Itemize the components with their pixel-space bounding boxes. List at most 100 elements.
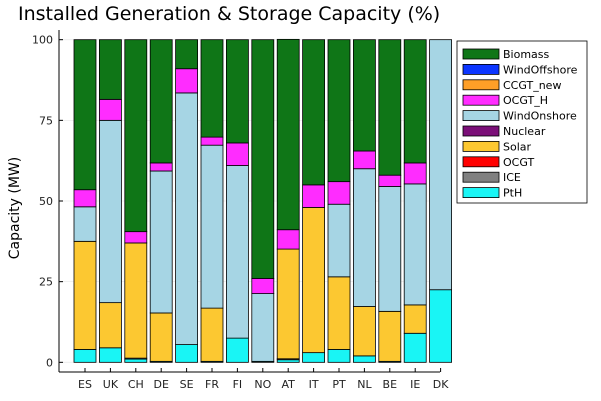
bar-segment-solar-at xyxy=(276,248,300,360)
bar-segment-ocgt-h-se xyxy=(175,68,199,94)
legend-label-ccgt-new: CCGT_new xyxy=(503,79,561,92)
bar-segment-solar-be xyxy=(378,310,402,362)
bar-segment-pth-uk xyxy=(99,347,122,363)
bar-segment-windonshore-dk xyxy=(429,39,453,291)
bar-segment-windonshore-uk xyxy=(99,119,122,304)
legend-swatch-nuclear xyxy=(462,125,500,137)
x-tick-label-se: SE xyxy=(180,378,194,391)
legend-swatch-biomass xyxy=(462,48,500,60)
bar-segment-pth-it xyxy=(302,352,326,363)
bar-segment-solar-ie xyxy=(403,304,427,334)
bar-segment-solar-de xyxy=(149,312,173,362)
bar-segment-ocgt-h-be xyxy=(378,174,402,187)
bar-segment-biomass-se xyxy=(175,39,199,70)
bar-segment-solar-uk xyxy=(99,302,122,349)
legend-swatch-windonshore xyxy=(462,110,500,121)
legend-label-solar: Solar xyxy=(503,140,532,153)
x-tick-label-de: DE xyxy=(153,378,168,391)
x-tick-label-at: AT xyxy=(282,378,296,391)
x-tick-label-uk: UK xyxy=(103,378,119,391)
bar-segment-ocgt-h-no xyxy=(251,278,275,294)
x-tick-label-no: NO xyxy=(254,378,271,391)
bar-segment-ocgt-h-at xyxy=(276,229,300,250)
bar-segment-pth-fi xyxy=(225,337,249,363)
y-tick-label: 25 xyxy=(39,276,53,289)
x-tick-label-pt: PT xyxy=(332,378,346,391)
x-tick-label-fi: FI xyxy=(233,378,243,391)
bar-segment-ocgt-h-it xyxy=(302,184,326,208)
bar-segment-biomass-at xyxy=(276,38,300,231)
bar-segment-ocgt-h-uk xyxy=(99,98,122,121)
y-tick-label: 0 xyxy=(46,356,53,369)
bar-segment-ocgt-h-de xyxy=(149,162,173,172)
bar-segment-biomass-ch xyxy=(124,39,148,233)
x-tick-label-ch: CH xyxy=(128,378,144,391)
bar-segment-biomass-ie xyxy=(403,39,427,164)
x-tick-label-fr: FR xyxy=(205,378,219,391)
legend: Biomass WindOffshore CCGT_new OCGT_H WindOns… xyxy=(456,40,588,204)
bar-segment-biomass-it xyxy=(302,39,326,186)
legend-label-nuclear: Nuclear xyxy=(503,125,546,138)
x-tick-label-ie: IE xyxy=(410,378,420,391)
bar-segment-ocgt-h-ie xyxy=(403,162,427,185)
legend-swatch-ocgt-h xyxy=(462,94,500,106)
legend-swatch-ccgt-new xyxy=(462,79,500,91)
y-tick-label: 50 xyxy=(39,195,53,208)
x-tick-label-es: ES xyxy=(78,378,92,391)
bar-segment-windonshore-be xyxy=(378,186,402,312)
bar-segment-pth-se xyxy=(175,344,199,363)
bar-segment-ocgt-h-fi xyxy=(225,142,249,166)
bar-segment-biomass-de xyxy=(149,39,173,164)
x-tick-label-nl: NL xyxy=(357,378,372,391)
bar-segment-solar-ch xyxy=(124,242,148,359)
bar-segment-biomass-es xyxy=(73,39,97,191)
bar-segment-windonshore-pt xyxy=(327,203,351,278)
legend-label-ocgt: OCGT xyxy=(503,156,534,169)
legend-swatch-ice xyxy=(462,171,500,183)
bar-segment-ocgt-h-fr xyxy=(200,136,224,146)
bar-segment-pth-ie xyxy=(403,332,427,363)
bar-segment-solar-pt xyxy=(327,276,351,350)
legend-label-ice: ICE xyxy=(503,171,521,184)
bar-segment-windonshore-nl xyxy=(352,168,376,307)
bar-segment-windonshore-fr xyxy=(200,144,224,309)
legend-swatch-solar xyxy=(462,140,500,152)
bar-segment-solar-it xyxy=(302,207,326,354)
bar-segment-pth-ch xyxy=(124,358,148,363)
bar-segment-windonshore-es xyxy=(73,206,97,242)
bar-segment-ocgt-h-es xyxy=(73,189,97,208)
bar-segment-pth-nl xyxy=(352,355,376,363)
bar-segment-biomass-fi xyxy=(225,39,249,144)
bar-segment-pth-dk xyxy=(429,289,453,363)
chart-title: Installed Generation & Storage Capacity … xyxy=(18,3,440,25)
legend-label-pth: PtH xyxy=(503,187,522,200)
bar-segment-biomass-no xyxy=(251,39,275,279)
plot-area: 0 25 50 75 100 ES UK CH DE SE FR FI NO AT IT PT NL BE IE DK xyxy=(32,30,453,391)
bar-segment-windonshore-se xyxy=(175,92,199,345)
bar-segment-windonshore-ie xyxy=(403,183,427,306)
x-tick-label-dk: DK xyxy=(433,378,449,391)
bar-segment-solar-nl xyxy=(352,306,376,357)
legend-swatch-ocgt xyxy=(462,156,500,168)
bar-segment-biomass-be xyxy=(378,39,402,176)
bar-segment-biomass-pt xyxy=(327,39,351,183)
bar-segment-windonshore-no xyxy=(251,293,275,362)
x-tick-label-be: BE xyxy=(383,378,398,391)
bar-segment-ocgt-h-ch xyxy=(124,231,148,244)
bar-segment-biomass-fr xyxy=(200,39,224,138)
bar-segment-ocgt-h-nl xyxy=(352,150,376,170)
bar-segment-solar-fr xyxy=(200,307,224,362)
bar-segment-pth-es xyxy=(73,349,97,363)
bar-segment-windonshore-fi xyxy=(225,165,249,339)
bar-segment-biomass-uk xyxy=(99,39,122,100)
legend-label-windoffshore: WindOffshore xyxy=(503,63,578,76)
y-axis-label: Capacity (MW) xyxy=(7,157,23,259)
y-tick-label: 75 xyxy=(39,114,53,127)
bar-segment-pth-pt xyxy=(327,349,351,363)
legend-label-biomass: Biomass xyxy=(503,48,550,61)
legend-label-ocgt-h: OCGT_H xyxy=(503,94,548,107)
y-tick-label: 100 xyxy=(32,34,53,47)
x-tick-label-it: IT xyxy=(309,378,319,391)
legend-swatch-pth xyxy=(462,187,500,199)
